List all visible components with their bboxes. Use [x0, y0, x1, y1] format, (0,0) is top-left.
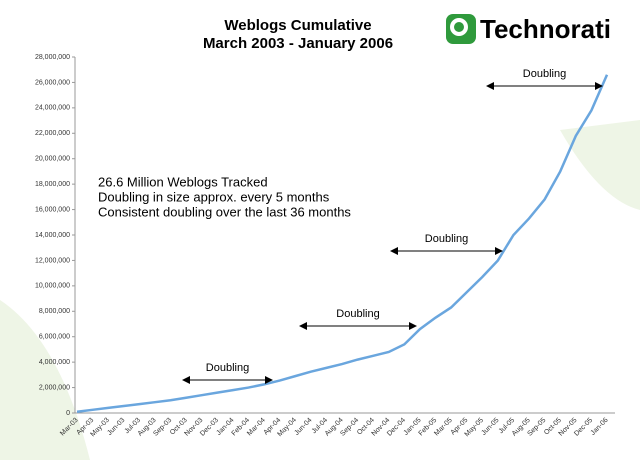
annotation: Doubling — [206, 362, 249, 374]
background-shape — [0, 300, 90, 460]
chart-title: Weblogs Cumulative — [224, 17, 371, 34]
annotation: Doubling — [523, 68, 566, 80]
y-tick-label: 6,000,000 — [39, 334, 70, 341]
y-tick-label: 8,000,000 — [39, 308, 70, 315]
y-tick-label: 2,000,000 — [39, 384, 70, 391]
note: Doubling in size approx. every 5 months — [98, 189, 330, 204]
logo-icon-ring — [450, 18, 468, 36]
y-tick-label: 18,000,000 — [35, 181, 70, 188]
logo-text: Technorati — [480, 14, 611, 44]
y-tick-label: 24,000,000 — [35, 105, 70, 112]
y-tick-label: 4,000,000 — [39, 359, 70, 366]
annotation: Doubling — [425, 233, 468, 245]
x-tick-label: Jan-06 — [590, 417, 610, 437]
background-shape — [560, 120, 640, 210]
y-tick-label: 14,000,000 — [35, 232, 70, 239]
y-tick-label: 12,000,000 — [35, 257, 70, 264]
annotation: Doubling — [336, 308, 379, 320]
x-tick-label: Jun-04 — [293, 417, 313, 437]
chart-subtitle: March 2003 - January 2006 — [203, 35, 393, 52]
y-tick-label: 0 — [66, 410, 70, 417]
y-tick-label: 20,000,000 — [35, 156, 70, 163]
y-tick-label: 22,000,000 — [35, 130, 70, 137]
note: 26.6 Million Weblogs Tracked — [98, 174, 268, 189]
note: Consistent doubling over the last 36 mon… — [98, 204, 351, 219]
y-tick-label: 16,000,000 — [35, 206, 70, 213]
data-line — [76, 74, 609, 413]
x-tick-label: Jun-05 — [481, 417, 501, 437]
y-tick-label: 10,000,000 — [35, 283, 70, 290]
x-tick-label: Jun-03 — [106, 417, 126, 437]
y-tick-label: 26,000,000 — [35, 79, 70, 86]
y-tick-label: 28,000,000 — [35, 54, 70, 61]
